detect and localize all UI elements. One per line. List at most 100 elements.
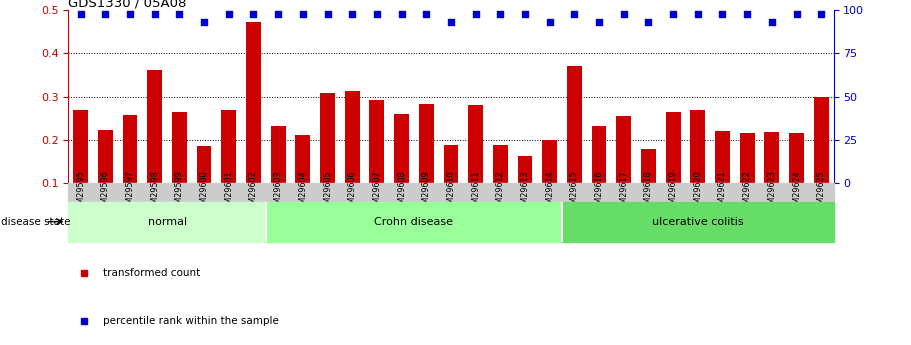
Bar <box>246 22 261 226</box>
Text: GSM29597: GSM29597 <box>126 170 135 214</box>
Text: GSM29607: GSM29607 <box>373 170 382 214</box>
Point <box>197 19 211 24</box>
Point <box>221 11 236 17</box>
Point <box>444 19 458 24</box>
Bar <box>740 133 754 226</box>
Text: GSM29615: GSM29615 <box>570 170 578 214</box>
Point <box>814 11 828 17</box>
Text: GSM29612: GSM29612 <box>496 170 505 214</box>
Text: GSM29618: GSM29618 <box>644 170 653 214</box>
Bar <box>394 114 409 226</box>
Bar <box>197 146 211 226</box>
Text: ulcerative colitis: ulcerative colitis <box>652 217 743 227</box>
Text: GSM29619: GSM29619 <box>669 170 678 214</box>
Point <box>493 11 507 17</box>
Point <box>542 19 557 24</box>
Text: GSM29621: GSM29621 <box>718 170 727 214</box>
Text: GSM29614: GSM29614 <box>545 170 554 214</box>
Text: GSM29603: GSM29603 <box>273 170 282 214</box>
Point <box>345 11 360 17</box>
Point <box>370 11 384 17</box>
Text: normal: normal <box>148 217 187 227</box>
Bar <box>764 132 779 226</box>
Text: GSM29599: GSM29599 <box>175 170 184 214</box>
Bar <box>148 70 162 226</box>
Text: GSM29617: GSM29617 <box>619 170 629 214</box>
Bar <box>172 112 187 226</box>
Bar <box>789 133 804 226</box>
Text: GSM29616: GSM29616 <box>595 170 604 214</box>
Point <box>764 19 779 24</box>
Bar <box>419 105 434 226</box>
Text: GSM29624: GSM29624 <box>792 170 801 214</box>
Bar <box>98 130 113 226</box>
Text: GSM29596: GSM29596 <box>101 170 110 214</box>
Bar <box>715 131 730 226</box>
Text: GSM29602: GSM29602 <box>249 170 258 214</box>
Bar <box>320 93 335 226</box>
Text: GSM29595: GSM29595 <box>77 170 85 214</box>
Text: GSM29613: GSM29613 <box>520 170 529 214</box>
Point <box>517 11 532 17</box>
Text: GSM29605: GSM29605 <box>323 170 332 214</box>
Point <box>617 11 631 17</box>
Point <box>567 11 581 17</box>
Point <box>641 19 656 24</box>
Text: GSM29608: GSM29608 <box>397 170 406 214</box>
Text: percentile rank within the sample: percentile rank within the sample <box>103 316 279 326</box>
Text: GSM29598: GSM29598 <box>150 170 159 214</box>
Bar <box>517 156 532 226</box>
Bar <box>444 145 458 226</box>
Point <box>321 11 335 17</box>
Point <box>789 11 804 17</box>
Point <box>123 11 138 17</box>
Bar <box>567 66 582 226</box>
Bar <box>295 136 311 226</box>
Bar <box>221 110 236 226</box>
Bar <box>271 126 285 226</box>
Text: GSM29620: GSM29620 <box>693 170 702 214</box>
Text: GSM29610: GSM29610 <box>446 170 456 214</box>
Point <box>295 11 310 17</box>
Bar <box>68 202 266 242</box>
Bar <box>344 91 360 226</box>
Text: GSM29611: GSM29611 <box>471 170 480 214</box>
Point <box>394 11 409 17</box>
Bar <box>691 110 705 226</box>
Point <box>148 11 162 17</box>
Point <box>666 11 681 17</box>
Point <box>740 11 754 17</box>
Text: transformed count: transformed count <box>103 268 200 277</box>
Bar <box>591 126 607 226</box>
Text: GSM29623: GSM29623 <box>767 170 776 214</box>
Bar <box>617 116 631 226</box>
Text: GSM29604: GSM29604 <box>298 170 307 214</box>
Point <box>172 11 187 17</box>
Bar <box>493 145 507 226</box>
Text: GSM29625: GSM29625 <box>817 170 825 214</box>
Point <box>715 11 730 17</box>
Text: GSM29601: GSM29601 <box>224 170 233 214</box>
Point <box>691 11 705 17</box>
Bar <box>542 140 558 226</box>
Point <box>468 11 483 17</box>
Bar <box>666 112 681 226</box>
Bar <box>370 100 384 226</box>
Bar <box>468 105 483 226</box>
Text: disease state: disease state <box>1 217 70 227</box>
Text: Crohn disease: Crohn disease <box>374 217 454 227</box>
Text: GDS1330 / 05A08: GDS1330 / 05A08 <box>68 0 187 9</box>
Bar <box>266 202 562 242</box>
Text: GSM29606: GSM29606 <box>348 170 357 214</box>
Point <box>271 11 285 17</box>
Point <box>98 11 113 17</box>
Text: GSM29609: GSM29609 <box>422 170 431 214</box>
Point <box>592 19 607 24</box>
Point <box>74 11 88 17</box>
Point <box>419 11 434 17</box>
Bar <box>814 98 829 226</box>
Text: GSM29600: GSM29600 <box>200 170 209 214</box>
Bar <box>123 115 138 226</box>
Point <box>246 11 261 17</box>
Bar <box>562 202 834 242</box>
